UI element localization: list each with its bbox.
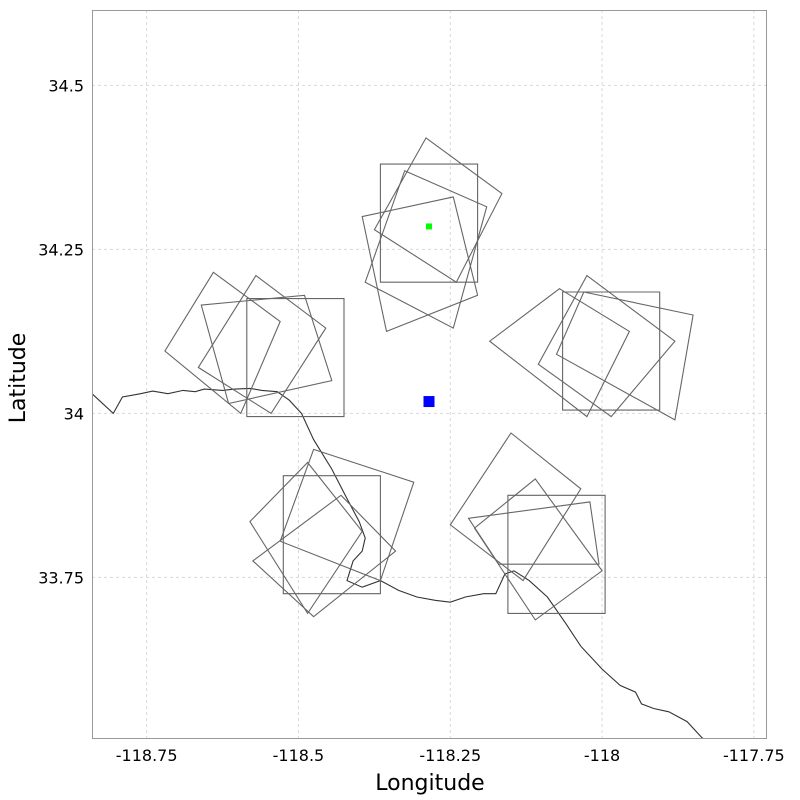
markers-layer [423,223,435,408]
x-axis-title: Longitude [375,771,484,796]
footprint-polygon [467,501,600,565]
footprint-polygon [361,196,479,333]
footprint-polygon [200,294,333,405]
y-tick-label: 34.5 [48,76,84,95]
y-axis-title: Latitude [6,333,31,424]
footprint-polygon [252,494,397,618]
x-tick-labels: -118.75 -118.5 -118.25 -118 -117.75 [116,746,785,765]
x-tick-label: -118.5 [273,746,325,765]
footprint-polygon [562,291,661,411]
highlight-marker [426,223,432,230]
footprint-polygon [364,169,488,329]
plot-frame [92,10,767,739]
x-tick-label: -118.25 [419,746,481,765]
gridlines [92,10,766,738]
x-tick-label: -117.75 [723,746,785,765]
x-tick-label: -118.75 [116,746,178,765]
footprint-polygon [449,432,582,582]
footprint-polygon [507,494,606,614]
footprint-polygon [373,137,503,283]
plot-area [92,137,704,738]
y-tick-label: 33.75 [38,568,84,587]
footprint-polygon [488,288,631,418]
y-tick-labels: 33.75 34 34.25 34.5 [38,76,84,587]
footprint-polygon [279,448,415,582]
footprint-polygon [537,274,676,418]
y-tick-label: 34.25 [38,240,84,259]
coastline [92,387,704,738]
footprint-polygon [197,274,327,415]
footprint-polygon [164,271,281,415]
footprint-polygon [473,478,603,621]
footprints-layer [164,137,694,621]
coastline-layer [92,387,704,738]
footprint-polygon [249,461,363,615]
footprint-polygon [246,298,345,418]
center-marker [423,396,435,408]
footprint-polygon [555,291,694,421]
x-tick-label: -118 [584,746,620,765]
footprint-polygon [282,475,381,595]
footprint-polygon [379,163,479,283]
y-tick-label: 34 [64,404,84,423]
